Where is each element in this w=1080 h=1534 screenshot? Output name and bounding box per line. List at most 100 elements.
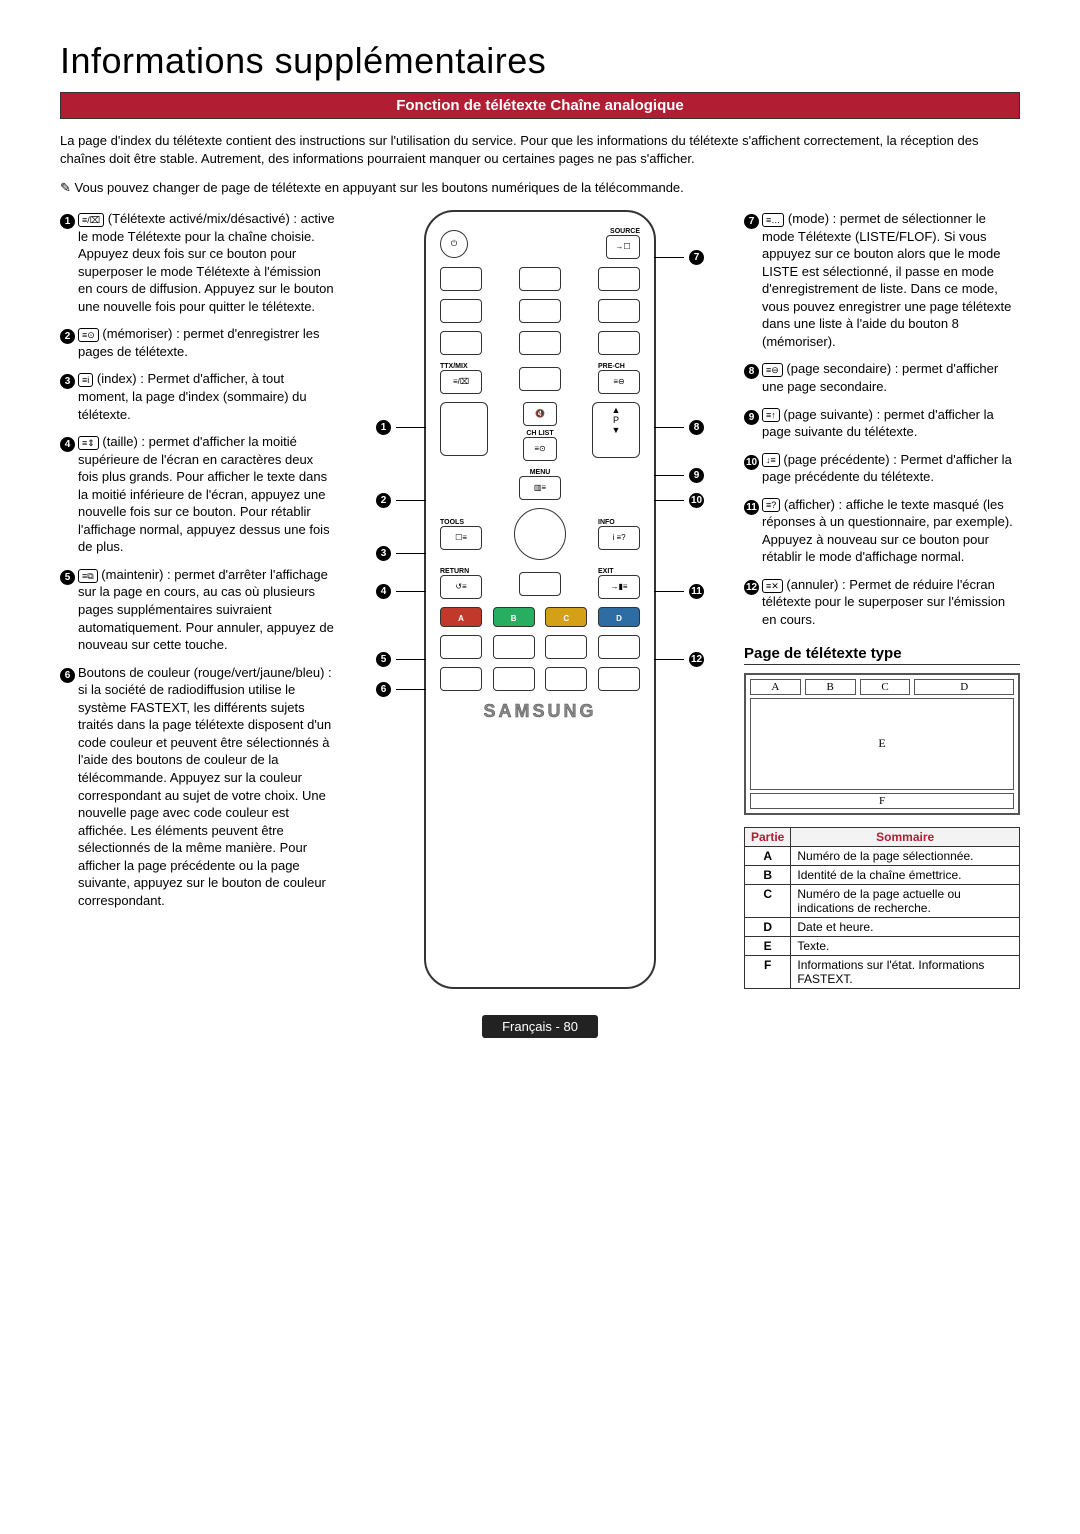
- partie-cell: A: [745, 846, 791, 865]
- teletext-icon: ≡↑: [762, 408, 780, 422]
- lead-4: 4: [376, 584, 391, 599]
- dpad[interactable]: [514, 508, 566, 560]
- media-4[interactable]: [598, 635, 640, 659]
- num-1[interactable]: [440, 267, 482, 291]
- volume-pad[interactable]: [440, 402, 488, 456]
- ttx-button[interactable]: ≡/⌧: [440, 370, 482, 394]
- item-text: ≡✕ (annuler) : Permet de réduire l'écran…: [762, 576, 1020, 629]
- item-text: ≡? (afficher) : affiche le texte masqué …: [762, 496, 1020, 566]
- sommaire-cell: Numéro de la page sélectionnée.: [791, 846, 1020, 865]
- footer-label: Français - 80: [482, 1015, 598, 1038]
- menu-button[interactable]: ▥≡: [519, 476, 561, 500]
- list-item: 7≡… (mode) : permet de sélectionner le m…: [744, 210, 1020, 350]
- color-d-button[interactable]: D: [598, 607, 640, 627]
- item-number: 12: [744, 580, 759, 595]
- item-number: 2: [60, 329, 75, 344]
- chlist-button[interactable]: ≡⊙: [523, 437, 557, 461]
- num-7[interactable]: [440, 331, 482, 355]
- return-label: RETURN: [440, 568, 482, 575]
- item-text: ≡⊙ (mémoriser) : permet d'enregistrer le…: [78, 325, 336, 360]
- list-item: 10↓≡ (page précédente) : Permet d'affich…: [744, 451, 1020, 486]
- tools-button[interactable]: ☐≡: [440, 526, 482, 550]
- item-text: ≡/⌧ (Télétexte activé/mix/désactivé) : a…: [78, 210, 336, 315]
- list-item: 12≡✕ (annuler) : Permet de réduire l'écr…: [744, 576, 1020, 629]
- ttx-label: TTX/MIX: [440, 363, 482, 370]
- list-item: 9≡↑ (page suivante) : permet d'afficher …: [744, 406, 1020, 441]
- page-footer: Français - 80: [60, 1019, 1020, 1034]
- table-row: ANuméro de la page sélectionnée.: [745, 846, 1020, 865]
- media-7[interactable]: [545, 667, 587, 691]
- item-number: 10: [744, 455, 759, 470]
- list-item: 8≡⊖ (page secondaire) : permet d'affiche…: [744, 360, 1020, 395]
- num-4[interactable]: [440, 299, 482, 323]
- teletext-icon: ↓≡: [762, 453, 780, 467]
- lead-6: 6: [376, 682, 391, 697]
- item-number: 4: [60, 437, 75, 452]
- sommaire-cell: Numéro de la page actuelle ou indication…: [791, 884, 1020, 917]
- ttx-cell-d: D: [914, 679, 1014, 695]
- teletext-icon: ≡?: [762, 498, 780, 512]
- lead-11: 11: [689, 584, 704, 599]
- item-text: ≡… (mode) : permet de sélectionner le mo…: [762, 210, 1020, 350]
- partie-cell: E: [745, 936, 791, 955]
- media-2[interactable]: [493, 635, 535, 659]
- item-number: 9: [744, 410, 759, 425]
- prech-button[interactable]: ≡⊖: [598, 370, 640, 394]
- teletext-icon: ≡✕: [762, 579, 783, 593]
- lead-1: 1: [376, 420, 391, 435]
- page-title: Informations supplémentaires: [60, 40, 1020, 82]
- sommaire-cell: Texte.: [791, 936, 1020, 955]
- power-button[interactable]: ⏻: [440, 230, 468, 258]
- ttx-diagram-title: Page de télétexte type: [744, 645, 1020, 665]
- media-1[interactable]: [440, 635, 482, 659]
- table-row: BIdentité de la chaîne émettrice.: [745, 865, 1020, 884]
- color-c-button[interactable]: C: [545, 607, 587, 627]
- color-b-button[interactable]: B: [493, 607, 535, 627]
- num-9[interactable]: [598, 331, 640, 355]
- color-a-button[interactable]: A: [440, 607, 482, 627]
- sommaire-cell: Date et heure.: [791, 917, 1020, 936]
- num-3[interactable]: [598, 267, 640, 291]
- table-row: CNuméro de la page actuelle ou indicatio…: [745, 884, 1020, 917]
- media-5[interactable]: [440, 667, 482, 691]
- prech-label: PRE-CH: [598, 363, 640, 370]
- section-header: Fonction de télétexte Chaîne analogique: [60, 92, 1020, 119]
- teletext-icon: ≡i: [78, 373, 93, 387]
- partie-cell: D: [745, 917, 791, 936]
- lead-3: 3: [376, 546, 391, 561]
- info-button[interactable]: i ≡?: [598, 526, 640, 550]
- source-button[interactable]: →☐: [606, 235, 640, 259]
- item-text: ↓≡ (page précédente) : Permet d'afficher…: [762, 451, 1020, 486]
- item-text: ≡⊖ (page secondaire) : permet d'afficher…: [762, 360, 1020, 395]
- right-column: 7≡… (mode) : permet de sélectionner le m…: [744, 210, 1020, 988]
- lead-5: 5: [376, 652, 391, 667]
- parts-table: Partie Sommaire ANuméro de la page sélec…: [744, 827, 1020, 989]
- remote-control: 1 2 3 4 5 6 7 8 9 10 11 12 ⏻ SOURCE →☐: [424, 210, 656, 988]
- teletext-icon: ≡⊖: [762, 363, 783, 377]
- ttx-cell-f: F: [750, 793, 1014, 809]
- num-5[interactable]: [519, 299, 561, 323]
- return-button[interactable]: ↺≡: [440, 575, 482, 599]
- media-3[interactable]: [545, 635, 587, 659]
- num-0[interactable]: [519, 367, 561, 391]
- exit-button[interactable]: →▮≡: [598, 575, 640, 599]
- item-number: 1: [60, 214, 75, 229]
- channel-pad[interactable]: ▲P▼: [592, 402, 640, 458]
- num-8[interactable]: [519, 331, 561, 355]
- teletext-icon: ≡⧉: [78, 569, 98, 583]
- list-item: 6Boutons de couleur (rouge/vert/jaune/bl…: [60, 664, 336, 910]
- source-label: SOURCE: [606, 228, 640, 235]
- num-6[interactable]: [598, 299, 640, 323]
- lead-7: 7: [689, 250, 704, 265]
- media-8[interactable]: [598, 667, 640, 691]
- media-6[interactable]: [493, 667, 535, 691]
- menu-label: MENU: [519, 469, 561, 476]
- num-2[interactable]: [519, 267, 561, 291]
- item-number: 6: [60, 668, 75, 683]
- list-item: 1≡/⌧ (Télétexte activé/mix/désactivé) : …: [60, 210, 336, 315]
- item-text: ≡i (index) : Permet d'afficher, à tout m…: [78, 370, 336, 423]
- table-row: ETexte.: [745, 936, 1020, 955]
- blank-button[interactable]: [519, 572, 561, 596]
- mute-button[interactable]: 🔇: [523, 402, 557, 426]
- left-column: 1≡/⌧ (Télétexte activé/mix/désactivé) : …: [60, 210, 336, 988]
